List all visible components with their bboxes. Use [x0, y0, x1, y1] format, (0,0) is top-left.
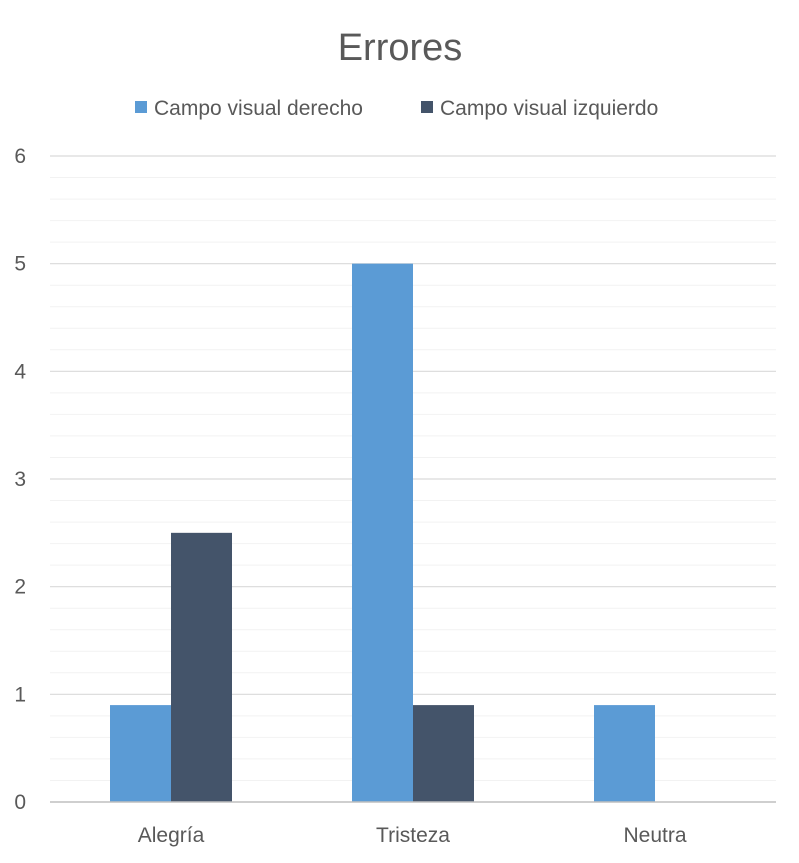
y-tick-label: 0	[14, 791, 26, 814]
legend-swatch-series-1	[135, 101, 147, 113]
x-axis-category-labels: Alegría Tristeza Neutra	[138, 824, 687, 847]
y-tick-label: 2	[14, 576, 26, 599]
y-tick-label: 1	[14, 683, 26, 706]
x-category-label: Neutra	[623, 824, 686, 847]
legend-label-series-2: Campo visual izquierdo	[440, 97, 658, 120]
legend-swatch-series-2	[421, 101, 433, 113]
bar-1-2	[352, 263, 413, 803]
bar-1-1	[110, 705, 171, 802]
x-category-label: Tristeza	[376, 824, 450, 847]
bar-2-2	[413, 705, 474, 802]
bar-1-3	[594, 705, 655, 802]
y-tick-label: 6	[14, 145, 26, 168]
bar-2-1	[171, 532, 232, 802]
chart-title: Errores	[338, 27, 463, 69]
y-tick-label: 3	[14, 468, 26, 491]
y-tick-label: 4	[14, 360, 26, 383]
x-category-label: Alegría	[138, 824, 205, 847]
y-tick-label: 5	[14, 253, 26, 276]
y-axis-tick-labels: 0 1 2 3 4 5 6	[14, 145, 26, 814]
legend-label-series-1: Campo visual derecho	[154, 97, 363, 120]
legend: Campo visual derecho Campo visual izquie…	[135, 97, 658, 120]
bars	[110, 263, 655, 803]
